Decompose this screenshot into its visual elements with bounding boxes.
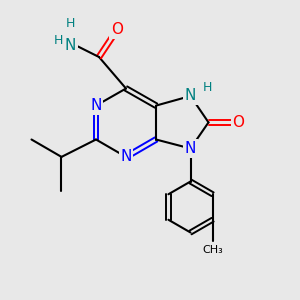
Text: H: H bbox=[54, 34, 63, 47]
Text: N: N bbox=[120, 149, 132, 164]
Text: H: H bbox=[203, 81, 212, 94]
Text: O: O bbox=[111, 22, 123, 38]
Text: H: H bbox=[66, 17, 75, 30]
Text: N: N bbox=[90, 98, 102, 113]
Text: N: N bbox=[185, 141, 196, 156]
Text: O: O bbox=[232, 115, 244, 130]
Text: N: N bbox=[65, 38, 76, 52]
Text: N: N bbox=[185, 88, 196, 104]
Text: CH₃: CH₃ bbox=[202, 245, 223, 255]
